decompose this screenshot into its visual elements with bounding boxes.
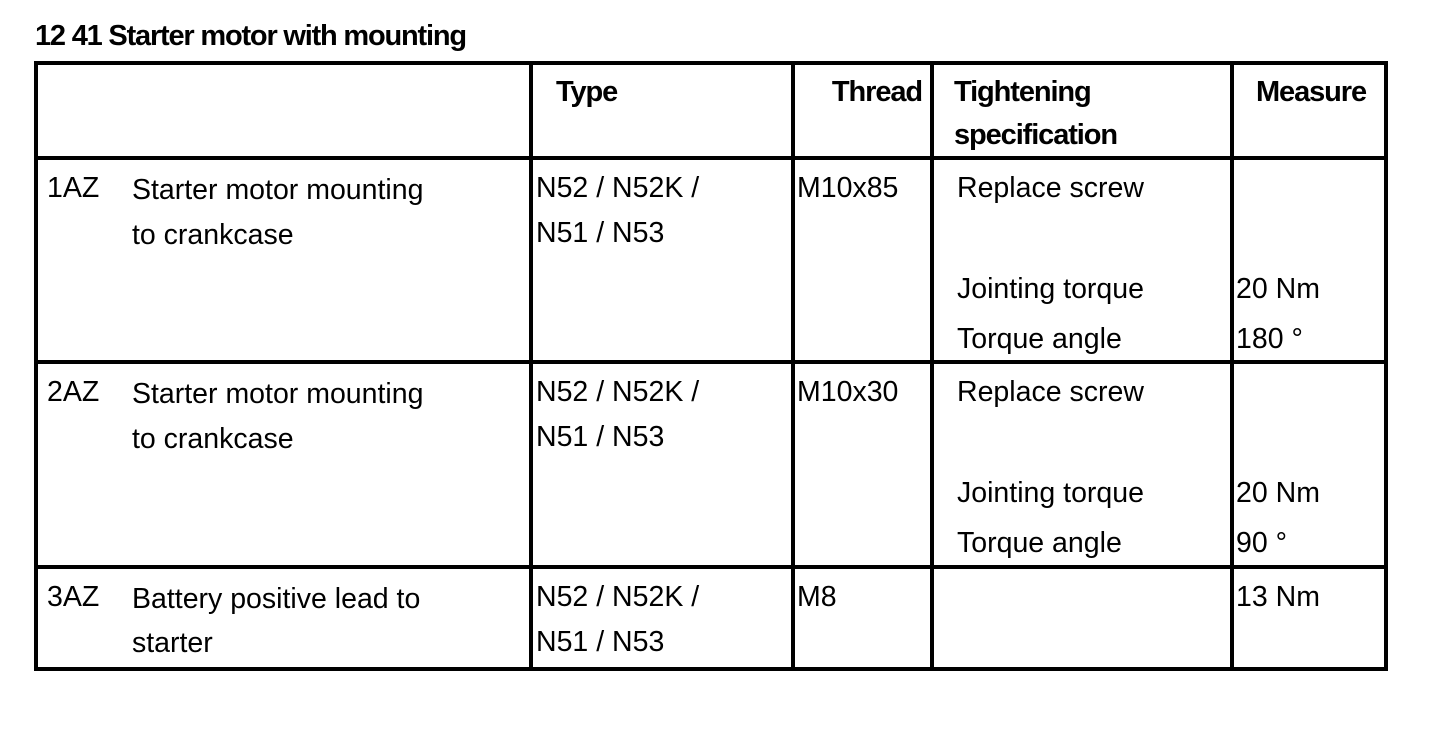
- column-divider: [529, 65, 533, 667]
- row-measure: 90 °: [1236, 527, 1288, 559]
- row-description: starter: [132, 627, 213, 659]
- header-thread: Thread: [831, 76, 923, 108]
- row-spec: Torque angle: [957, 323, 1122, 355]
- header-spec-line2: specification: [954, 119, 1118, 151]
- row-spec: Torque angle: [957, 527, 1122, 559]
- header-spec-line1: Tightening: [954, 76, 1092, 108]
- row-type: N52 / N52K /: [536, 376, 700, 408]
- row-type: N52 / N52K /: [536, 172, 700, 204]
- row-measure: 13 Nm: [1236, 581, 1320, 613]
- row-thread: M10x30: [797, 376, 899, 408]
- column-divider: [930, 65, 934, 667]
- row-description: to crankcase: [132, 423, 294, 455]
- row-type: N52 / N52K /: [536, 581, 700, 613]
- row-description: Starter motor mounting: [132, 174, 424, 206]
- row-spec: Jointing torque: [957, 477, 1144, 509]
- row-thread: M8: [797, 581, 837, 613]
- row-description: Battery positive lead to: [132, 583, 421, 615]
- row-type: N51 / N53: [536, 626, 665, 658]
- row-thread: M10x85: [797, 172, 899, 204]
- row-divider: [38, 156, 1384, 160]
- page-title: 12 41 Starter motor with mounting: [35, 20, 467, 52]
- column-divider: [1230, 65, 1234, 667]
- row-type: N51 / N53: [536, 421, 665, 453]
- row-description: Starter motor mounting: [132, 378, 424, 410]
- row-spec: Jointing torque: [957, 273, 1144, 305]
- row-measure: 180 °: [1236, 323, 1303, 355]
- row-divider: [38, 565, 1384, 569]
- row-type: N51 / N53: [536, 217, 665, 249]
- row-id: 2AZ: [47, 376, 100, 408]
- header-measure: Measure: [1256, 76, 1367, 108]
- row-measure: 20 Nm: [1236, 273, 1320, 305]
- row-measure: 20 Nm: [1236, 477, 1320, 509]
- row-divider: [38, 360, 1384, 364]
- row-spec: Replace screw: [957, 376, 1144, 408]
- torque-spec-table: Type Thread Tightening specification Mea…: [34, 61, 1388, 671]
- row-spec: Replace screw: [957, 172, 1144, 204]
- header-type: Type: [556, 76, 618, 108]
- row-id: 1AZ: [47, 172, 100, 204]
- row-id: 3AZ: [47, 581, 100, 613]
- column-divider: [791, 65, 795, 667]
- row-description: to crankcase: [132, 219, 294, 251]
